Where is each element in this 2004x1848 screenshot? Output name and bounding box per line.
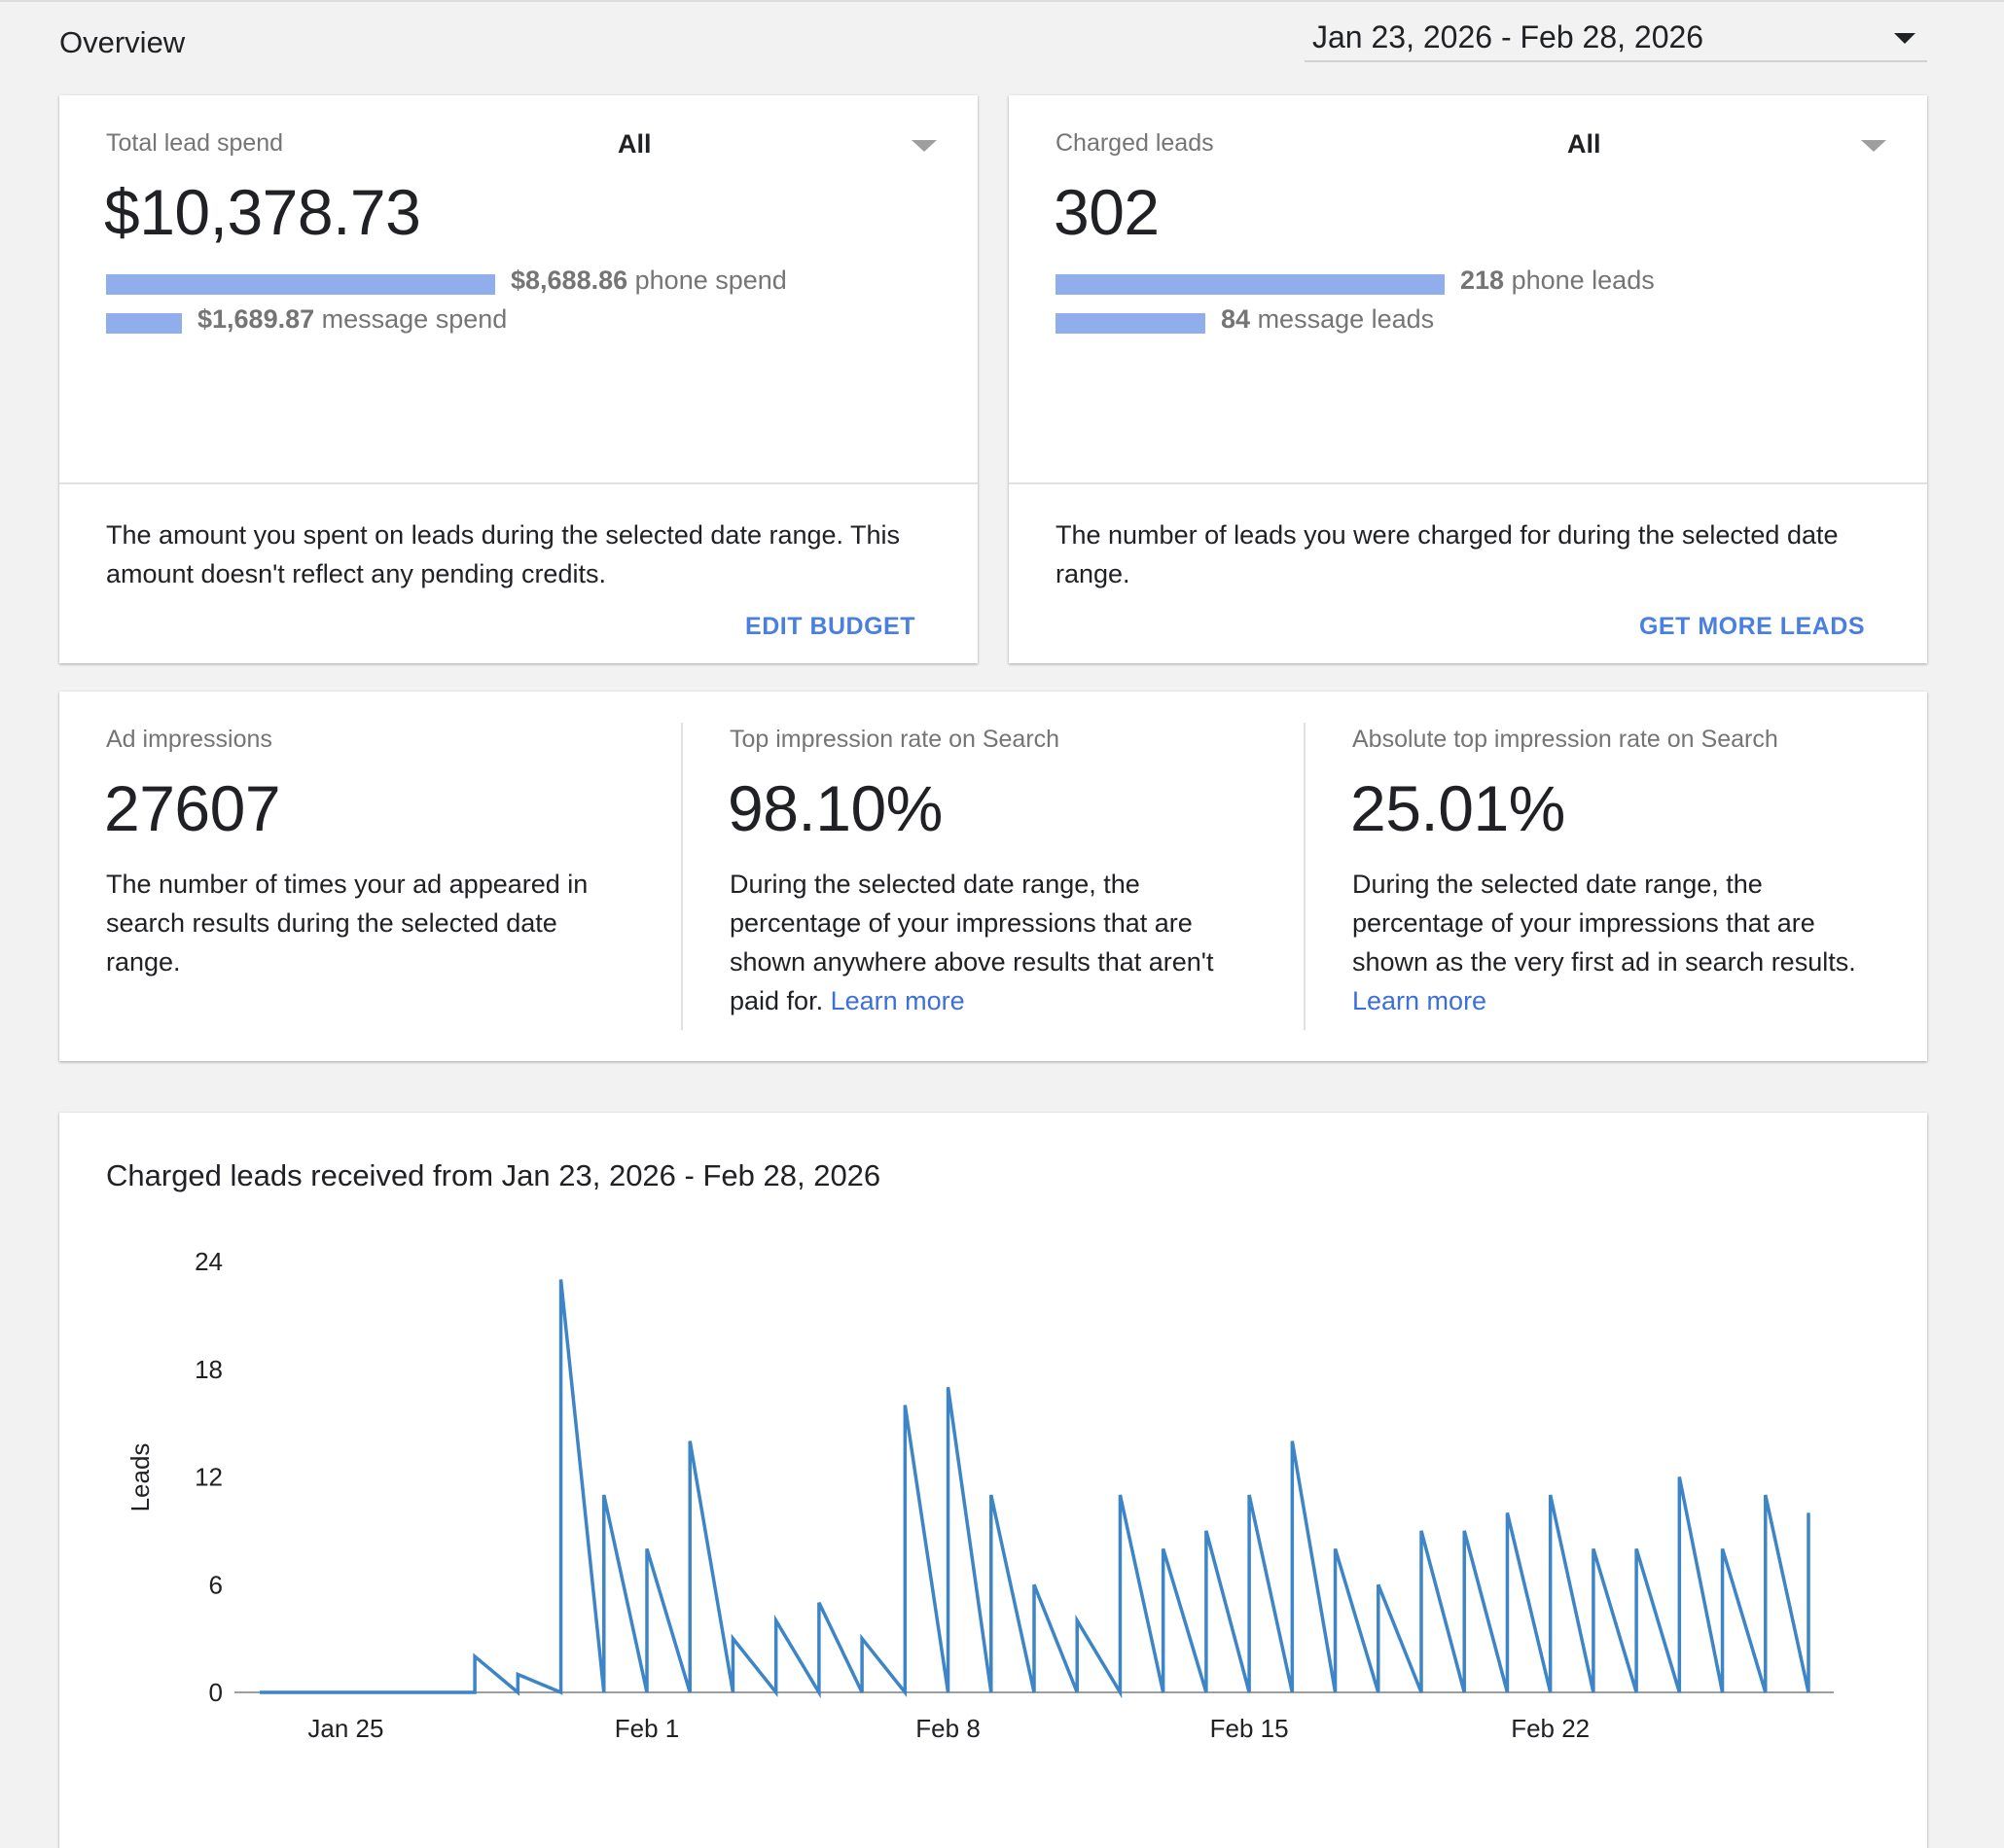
x-tick-label: Jan 25: [307, 1714, 383, 1743]
data-point: [1419, 1529, 1423, 1533]
charged-leads-chart-card: Charged leads received from Jan 23, 2026…: [59, 1113, 1927, 1848]
y-tick-label: 24: [195, 1247, 223, 1276]
leads-description: The number of leads you were charged for…: [1056, 520, 1839, 588]
data-point: [602, 1493, 606, 1497]
spend-filter-select[interactable]: All: [618, 129, 652, 159]
chevron-down-icon: [1894, 33, 1915, 44]
leads-line-chart: 0 6 12 18 24 Leads Jan 25 Feb 1 Feb 8 Feb 15 Feb 2…: [125, 1247, 1834, 1743]
data-point: [1162, 1546, 1165, 1550]
data-point: [1032, 1582, 1036, 1586]
data-point: [1462, 1529, 1466, 1533]
data-point: [473, 1654, 477, 1658]
chevron-down-icon[interactable]: [1861, 140, 1886, 152]
edit-budget-button[interactable]: EDIT BUDGET: [745, 613, 915, 640]
data-point: [947, 1385, 950, 1389]
phone-spend-text: $8,688.86 phone spend: [511, 266, 787, 295]
top-rate-description: During the selected date range, the perc…: [730, 870, 1214, 1015]
top-border: [0, 0, 2004, 2]
data-point: [1721, 1546, 1725, 1550]
data-point: [301, 1690, 304, 1694]
leads-series-line: [260, 1279, 1810, 1699]
data-point: [860, 1637, 864, 1641]
data-point: [1592, 1546, 1595, 1550]
phone-leads-text: 218 phone leads: [1460, 266, 1655, 295]
y-tick-label: 18: [195, 1355, 223, 1384]
ad-impressions-value: 27607: [104, 772, 281, 844]
data-point: [559, 1277, 563, 1281]
data-point: [989, 1493, 993, 1497]
phone-leads-bar: [1056, 274, 1445, 295]
data-point: [1204, 1529, 1208, 1533]
message-spend-bar: [106, 313, 182, 334]
date-range-select[interactable]: Jan 23, 2026 - Feb 28, 2026: [1305, 14, 1927, 62]
abs-top-rate-label: Absolute top impression rate on Search: [1352, 726, 1778, 753]
ad-impressions-description: The number of times your ad appeared in …: [106, 870, 589, 977]
data-point: [1764, 1493, 1768, 1497]
top-rate-value: 98.10%: [728, 772, 943, 844]
leads-filter-select[interactable]: All: [1567, 129, 1601, 159]
chart-title: Charged leads received from Jan 23, 2026…: [106, 1158, 881, 1192]
data-point: [1634, 1546, 1638, 1550]
x-tick-label: Feb 1: [615, 1714, 680, 1743]
data-point: [1247, 1493, 1251, 1497]
data-point: [430, 1690, 434, 1694]
charged-leads-value: 302: [1054, 176, 1160, 248]
charged-leads-card: Charged leads All 302 218 phone leads 84…: [1009, 95, 1927, 663]
data-point: [1677, 1475, 1681, 1479]
data-point: [1334, 1546, 1338, 1550]
data-point: [258, 1690, 262, 1694]
data-point: [1290, 1439, 1294, 1443]
data-point: [1549, 1493, 1553, 1497]
section-divider: [1304, 723, 1306, 1030]
abs-top-rate-value: 25.01%: [1350, 772, 1565, 844]
data-point: [1807, 1510, 1810, 1514]
get-more-leads-button[interactable]: GET MORE LEADS: [1638, 613, 1865, 640]
y-axis-label: Leads: [125, 1443, 155, 1512]
total-lead-spend-card: Total lead spend All $10,378.73 $8,688.8…: [59, 95, 978, 663]
data-point: [903, 1404, 907, 1407]
learn-more-link[interactable]: Learn more: [830, 986, 965, 1015]
total-spend-value: $10,378.73: [104, 176, 421, 248]
section-divider: [681, 723, 683, 1030]
abs-top-rate-description: During the selected date range, the perc…: [1352, 870, 1856, 1015]
phone-spend-bar: [106, 274, 495, 295]
date-range-label: Jan 23, 2026 - Feb 28, 2026: [1312, 19, 1704, 54]
message-leads-bar: [1056, 313, 1205, 334]
spend-description: The amount you spent on leads during the…: [106, 520, 901, 588]
data-point: [387, 1690, 391, 1694]
data-point: [1505, 1510, 1509, 1514]
card-label: Charged leads: [1056, 129, 1214, 157]
impressions-card: Ad impressions 27607 The number of times…: [59, 692, 1927, 1061]
y-tick-label: 6: [209, 1570, 223, 1599]
chevron-down-icon[interactable]: [912, 140, 937, 152]
card-divider: [59, 482, 978, 484]
data-point: [1075, 1618, 1079, 1622]
data-point: [688, 1439, 692, 1443]
data-point: [645, 1546, 649, 1550]
message-spend-text: $1,689.87 message spend: [197, 304, 508, 334]
x-tick-label: Feb 15: [1210, 1714, 1289, 1743]
data-point: [731, 1637, 734, 1641]
card-divider: [1009, 482, 1927, 484]
x-tick-label: Feb 8: [915, 1714, 981, 1743]
data-point: [343, 1690, 347, 1694]
learn-more-link[interactable]: Learn more: [1352, 986, 1487, 1015]
x-tick-label: Feb 22: [1511, 1714, 1590, 1743]
card-label: Total lead spend: [106, 129, 284, 157]
top-rate-label: Top impression rate on Search: [730, 726, 1060, 753]
data-point: [774, 1618, 778, 1622]
y-tick-label: 0: [209, 1678, 223, 1707]
data-point: [1377, 1582, 1380, 1586]
data-point: [516, 1673, 519, 1677]
ad-impressions-label: Ad impressions: [106, 726, 272, 753]
data-point: [817, 1601, 821, 1605]
data-point: [1118, 1493, 1122, 1497]
page-title: Overview: [59, 25, 186, 59]
message-leads-text: 84 message leads: [1221, 304, 1435, 334]
y-tick-label: 12: [195, 1463, 223, 1492]
